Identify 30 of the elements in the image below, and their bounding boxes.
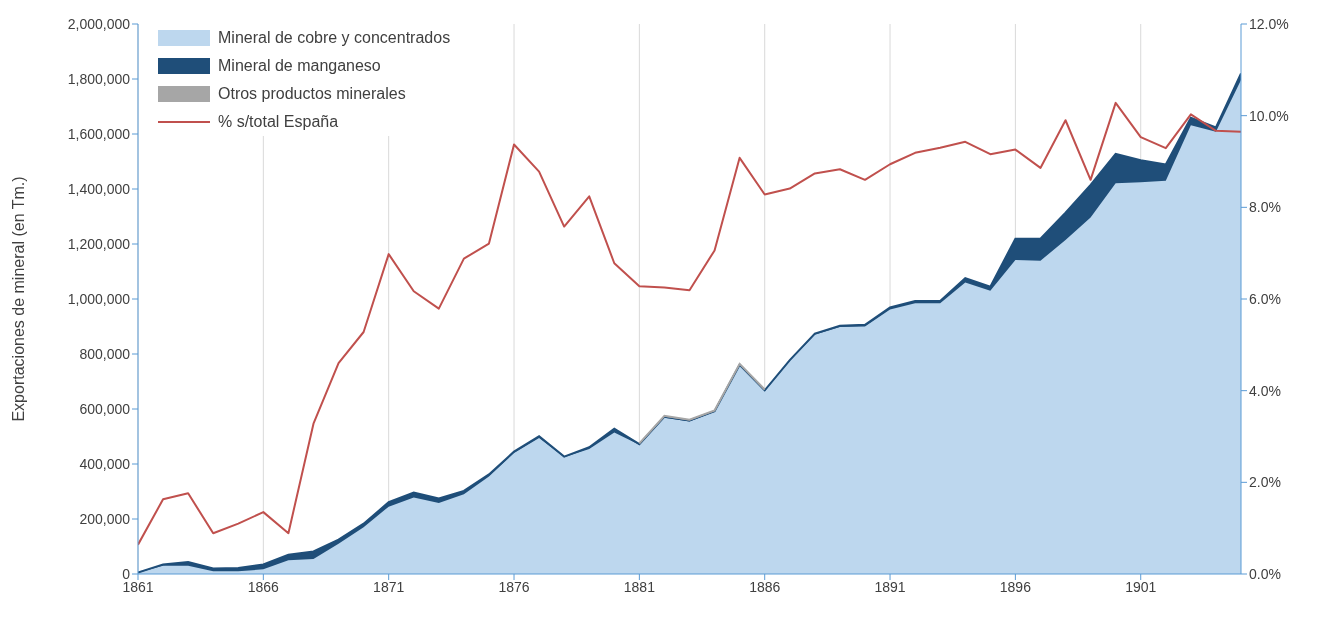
legend-label: Mineral de manganeso <box>218 56 381 76</box>
legend-label: Mineral de cobre y concentrados <box>218 28 451 48</box>
y-tick-label: 2,000,000 <box>67 15 131 32</box>
x-tick-label: 1881 <box>623 578 656 595</box>
y-tick-label: 800,000 <box>79 345 131 362</box>
y-tick-label: 200,000 <box>79 510 131 527</box>
y2-tick-label: 0.0% <box>1249 565 1281 582</box>
y2-tick-label: 2.0% <box>1249 474 1281 491</box>
y-tick-label: 600,000 <box>79 400 131 417</box>
legend-label: % s/total España <box>218 112 339 132</box>
x-tick-label: 1901 <box>1125 578 1157 595</box>
legend-label: Otros productos minerales <box>218 84 406 104</box>
y-tick-label: 1,600,000 <box>67 125 131 142</box>
x-tick-label: 1891 <box>874 578 906 595</box>
y2-tick-label: 8.0% <box>1249 199 1281 216</box>
x-tick-label: 1886 <box>749 578 781 595</box>
y-tick-label: 1,800,000 <box>67 70 131 87</box>
y-tick-label: 1,000,000 <box>67 290 131 307</box>
x-tick-label: 1876 <box>498 578 530 595</box>
y2-tick-label: 6.0% <box>1249 290 1281 307</box>
y-tick-label: 400,000 <box>79 455 131 472</box>
y-tick-label: 1,200,000 <box>67 235 131 252</box>
x-tick-label: 1871 <box>373 578 405 595</box>
y-axis-title: Exportaciones de mineral (en Tm.) <box>9 176 27 422</box>
x-tick-label: 1866 <box>247 578 280 595</box>
y2-tick-label: 12.0% <box>1249 15 1289 32</box>
x-tick-label: 1896 <box>999 578 1032 595</box>
y2-tick-label: 4.0% <box>1249 382 1281 399</box>
y-tick-label: 1,400,000 <box>67 180 131 197</box>
y2-tick-label: 10.0% <box>1249 107 1289 124</box>
